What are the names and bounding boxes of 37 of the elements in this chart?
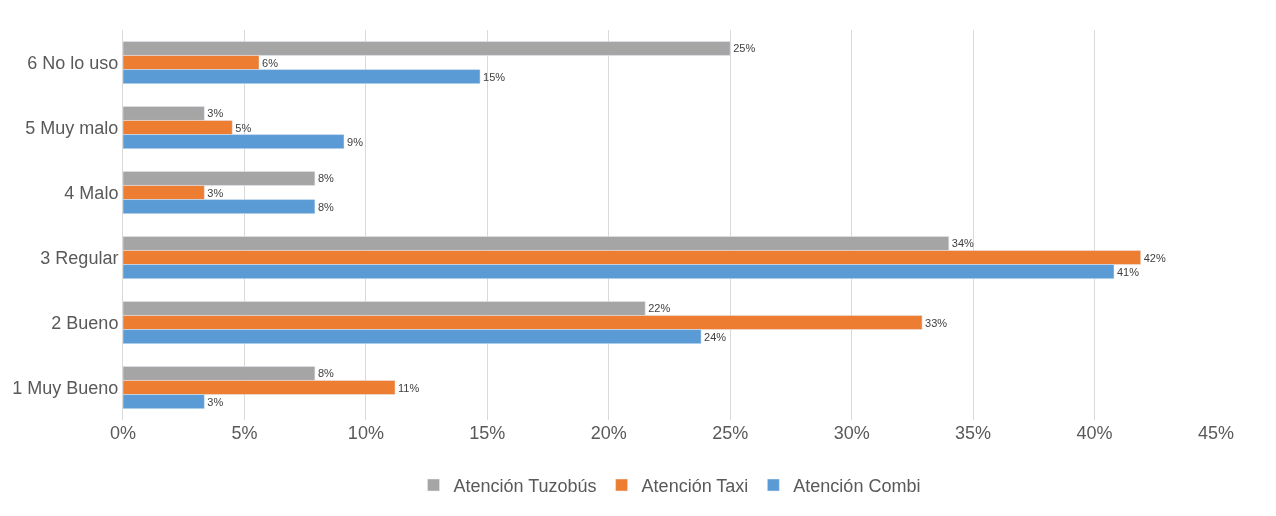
x-tick-label: 5% bbox=[231, 423, 258, 443]
x-tick-label: 30% bbox=[833, 423, 870, 443]
data-label: 5% bbox=[235, 121, 252, 134]
data-label: 11% bbox=[398, 381, 420, 394]
data-label: 9% bbox=[347, 135, 364, 148]
y-tick-label: 4 Malo bbox=[64, 182, 119, 203]
data-label: 8% bbox=[317, 200, 334, 213]
y-tick-label: 5 Muy malo bbox=[25, 117, 119, 138]
legend-label: Atención Tuzobús bbox=[453, 476, 597, 497]
x-tick-label: 15% bbox=[469, 423, 506, 443]
data-label: 3% bbox=[207, 107, 224, 120]
data-label: 22% bbox=[648, 302, 671, 315]
y-tick-label: 3 Regular bbox=[40, 247, 119, 268]
legend-label: Atención Taxi bbox=[641, 476, 749, 497]
data-label: 3% bbox=[207, 395, 224, 408]
x-tick-label: 40% bbox=[1076, 423, 1113, 443]
data-label: 24% bbox=[704, 330, 727, 343]
data-label: 8% bbox=[317, 367, 334, 380]
data-label: 33% bbox=[925, 316, 948, 329]
data-label: 41% bbox=[1116, 265, 1140, 278]
data-label: 3% bbox=[207, 186, 224, 199]
data-label: 25% bbox=[733, 42, 756, 55]
legend-label: Atención Combi bbox=[793, 476, 921, 497]
x-tick-label: 35% bbox=[955, 423, 992, 443]
x-tick-label: 45% bbox=[1197, 423, 1235, 443]
x-tick-label: 0% bbox=[109, 423, 137, 443]
x-tick-label: 25% bbox=[712, 423, 749, 443]
data-label: 42% bbox=[1143, 251, 1166, 264]
data-label: 15% bbox=[483, 70, 506, 83]
y-tick-label: 2 Bueno bbox=[51, 312, 119, 333]
data-label: 34% bbox=[951, 237, 975, 250]
data-label: 8% bbox=[317, 172, 334, 185]
x-tick-label: 20% bbox=[590, 423, 627, 443]
data-label: 6% bbox=[262, 56, 279, 69]
x-tick-label: 10% bbox=[347, 423, 384, 443]
y-tick-label: 6 No lo uso bbox=[27, 52, 119, 73]
y-tick-label: 1 Muy Bueno bbox=[12, 377, 119, 398]
